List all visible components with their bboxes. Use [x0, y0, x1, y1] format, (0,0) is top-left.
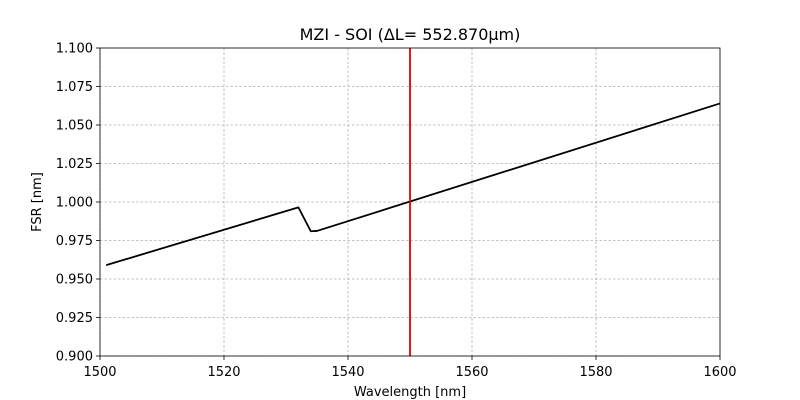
y-tick-label: 1.075 — [56, 80, 93, 95]
x-axis-label: Wavelength [nm] — [354, 385, 466, 400]
y-tick-label: 1.025 — [56, 157, 93, 172]
y-tick-label: 0.900 — [56, 350, 93, 365]
y-tick-label: 1.050 — [56, 119, 93, 134]
y-tick-label: 1.000 — [56, 196, 93, 211]
data-layer — [105, 48, 721, 356]
x-tick-label: 1560 — [455, 365, 488, 380]
y-axis-label: FSR [nm] — [30, 172, 45, 232]
chart-title: MZI - SOI (ΔL= 552.870μm) — [300, 25, 521, 44]
y-tick-label: 0.975 — [56, 234, 93, 249]
y-tick-label: 1.100 — [56, 42, 93, 57]
x-tick-label: 1500 — [83, 365, 116, 380]
x-tick-label: 1580 — [579, 365, 612, 380]
x-tick-label: 1520 — [207, 365, 240, 380]
tick-layer: 1500 1520 1540 1560 1580 1600 0.900 0.925 0.950 0… — [56, 42, 737, 381]
y-tick-label: 0.950 — [56, 273, 93, 288]
fsr-series-line — [105, 102, 721, 267]
x-tick-label: 1540 — [331, 365, 364, 380]
y-tick-label: 0.925 — [56, 311, 93, 326]
x-tick-label: 1600 — [703, 365, 736, 380]
